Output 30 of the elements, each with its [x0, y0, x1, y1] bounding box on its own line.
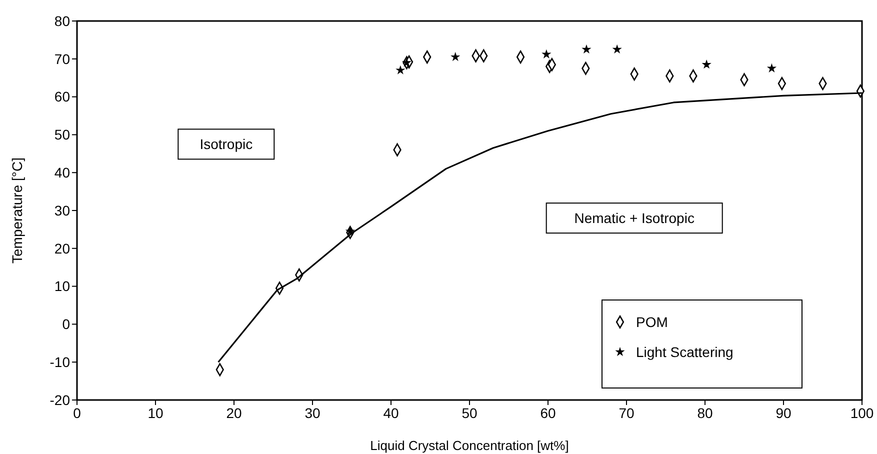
- y-tick-label: 20: [54, 240, 70, 256]
- legend-label: POM: [636, 314, 668, 330]
- x-tick-label: 70: [618, 405, 634, 421]
- x-tick-label: 20: [226, 405, 242, 421]
- y-axis-title: Temperature [°C]: [9, 158, 25, 264]
- annotation: Nematic + Isotropic: [574, 210, 694, 226]
- x-tick-label: 30: [304, 405, 320, 421]
- x-tick-label: 40: [383, 405, 399, 421]
- y-tick-label: 10: [54, 278, 70, 294]
- text-box: Nematic + Isotropic: [546, 202, 723, 234]
- y-tick-label: 60: [54, 88, 70, 105]
- x-tick-label: 50: [462, 405, 478, 421]
- y-tick-label: 70: [54, 50, 70, 67]
- x-tick-label: 90: [776, 405, 792, 421]
- x-tick-label: 80: [697, 405, 713, 421]
- text-box: Isotropic: [178, 128, 275, 160]
- x-tick-label: 10: [148, 405, 164, 421]
- y-tick-label: 30: [54, 202, 70, 218]
- y-tick-label: 50: [54, 126, 70, 143]
- x-tick-label: 60: [540, 405, 556, 421]
- x-tick-label: 0: [73, 405, 82, 421]
- y-tick-label: 40: [54, 164, 70, 180]
- annotation: Isotropic: [200, 136, 253, 152]
- x-tick-label: 100: [850, 405, 874, 421]
- y-tick-label: -20: [50, 392, 70, 408]
- y-tick-label: 80: [54, 12, 70, 29]
- y-tick-label: -10: [50, 354, 70, 370]
- legend-label: Light Scattering: [636, 344, 734, 360]
- y-tick-label: 0: [62, 316, 70, 332]
- x-axis-title: Liquid Crystal Concentration [wt%]: [370, 438, 569, 453]
